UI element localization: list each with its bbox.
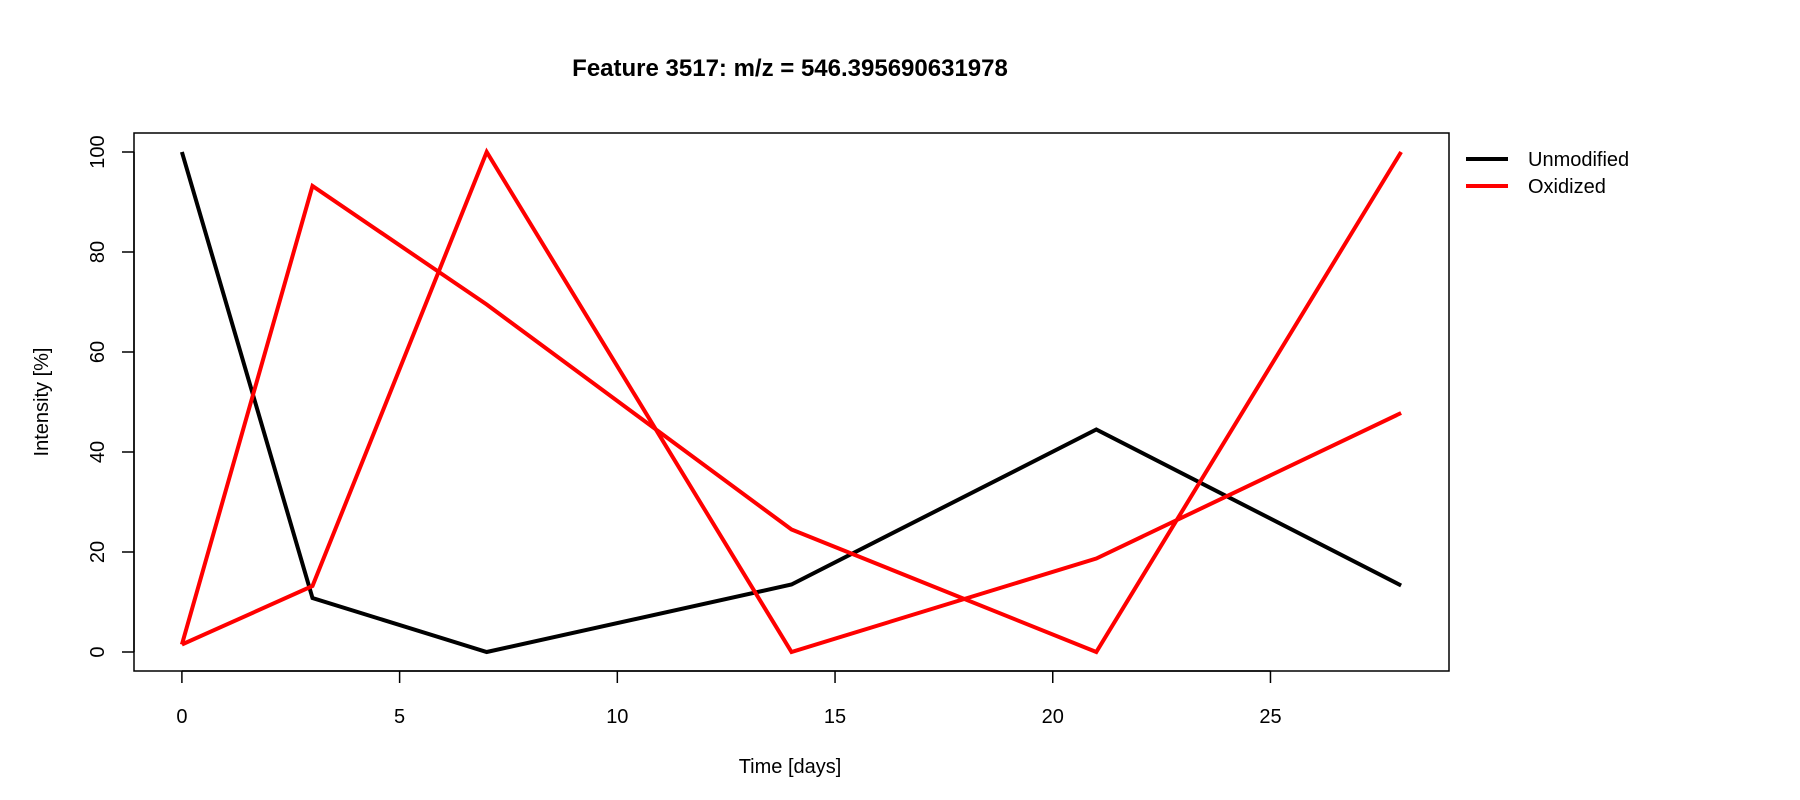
- chart-title: Feature 3517: m/z = 546.395690631978: [572, 55, 1008, 82]
- y-tick-label: 20: [87, 541, 109, 563]
- x-axis: 0 5 10 15 20 25: [176, 670, 1282, 728]
- y-axis-label: Intensity [%]: [31, 348, 53, 457]
- y-axis: 0 20 40 60 80 100: [87, 135, 135, 658]
- y-tick-label: 100: [87, 135, 109, 168]
- series-line-unmodified-0: [179, 151, 1403, 655]
- y-tick-label: 40: [87, 441, 109, 463]
- x-axis-label: Time [days]: [739, 756, 842, 778]
- x-tick-label: 15: [824, 706, 846, 728]
- x-tick-label: 5: [394, 706, 405, 728]
- x-tick-label: 10: [606, 706, 628, 728]
- series-line-oxidized-1: [179, 150, 1403, 655]
- series-group: [179, 147, 1403, 655]
- y-tick-label: 0: [87, 646, 109, 657]
- x-tick-label: 25: [1259, 706, 1281, 728]
- x-tick-label: 20: [1042, 706, 1064, 728]
- series-line-oxidized-2: [181, 147, 1402, 655]
- y-tick-label: 80: [87, 241, 109, 263]
- x-tick-label: 0: [176, 706, 187, 728]
- legend-label-oxidized: Oxidized: [1528, 176, 1606, 198]
- plot-frame: [133, 132, 1450, 672]
- legend: Unmodified Oxidized: [1466, 149, 1629, 198]
- legend-label-unmodified: Unmodified: [1528, 149, 1629, 171]
- y-tick-label: 60: [87, 341, 109, 363]
